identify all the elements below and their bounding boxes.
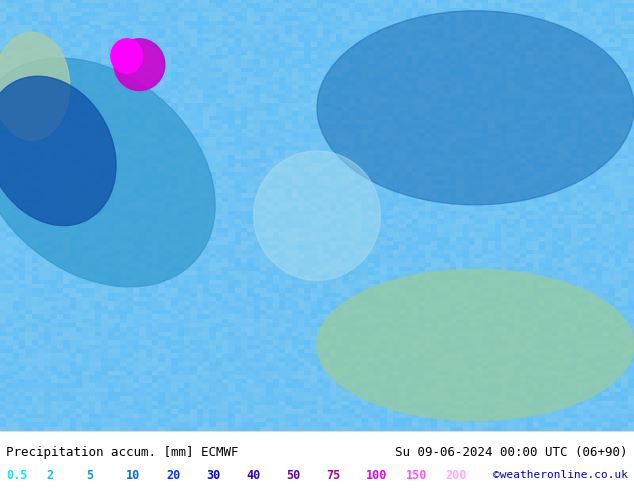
Text: Precipitation accum. [mm] ECMWF: Precipitation accum. [mm] ECMWF bbox=[6, 446, 239, 459]
Text: 10: 10 bbox=[126, 469, 140, 482]
Text: Su 09-06-2024 00:00 UTC (06+90): Su 09-06-2024 00:00 UTC (06+90) bbox=[395, 446, 628, 459]
Ellipse shape bbox=[254, 151, 380, 280]
Text: 40: 40 bbox=[246, 469, 260, 482]
Text: 200: 200 bbox=[446, 469, 467, 482]
Ellipse shape bbox=[114, 39, 165, 91]
Text: 75: 75 bbox=[326, 469, 340, 482]
Text: 30: 30 bbox=[206, 469, 220, 482]
Ellipse shape bbox=[0, 76, 116, 225]
Ellipse shape bbox=[0, 32, 70, 140]
Text: 5: 5 bbox=[86, 469, 93, 482]
Text: 20: 20 bbox=[166, 469, 180, 482]
Text: 0.5: 0.5 bbox=[6, 469, 28, 482]
Text: 150: 150 bbox=[406, 469, 427, 482]
Ellipse shape bbox=[317, 11, 634, 205]
Ellipse shape bbox=[0, 58, 215, 287]
Ellipse shape bbox=[317, 270, 634, 420]
Text: 2: 2 bbox=[46, 469, 53, 482]
Text: 50: 50 bbox=[286, 469, 300, 482]
Ellipse shape bbox=[111, 39, 143, 74]
Text: 100: 100 bbox=[366, 469, 387, 482]
Text: ©weatheronline.co.uk: ©weatheronline.co.uk bbox=[493, 470, 628, 480]
